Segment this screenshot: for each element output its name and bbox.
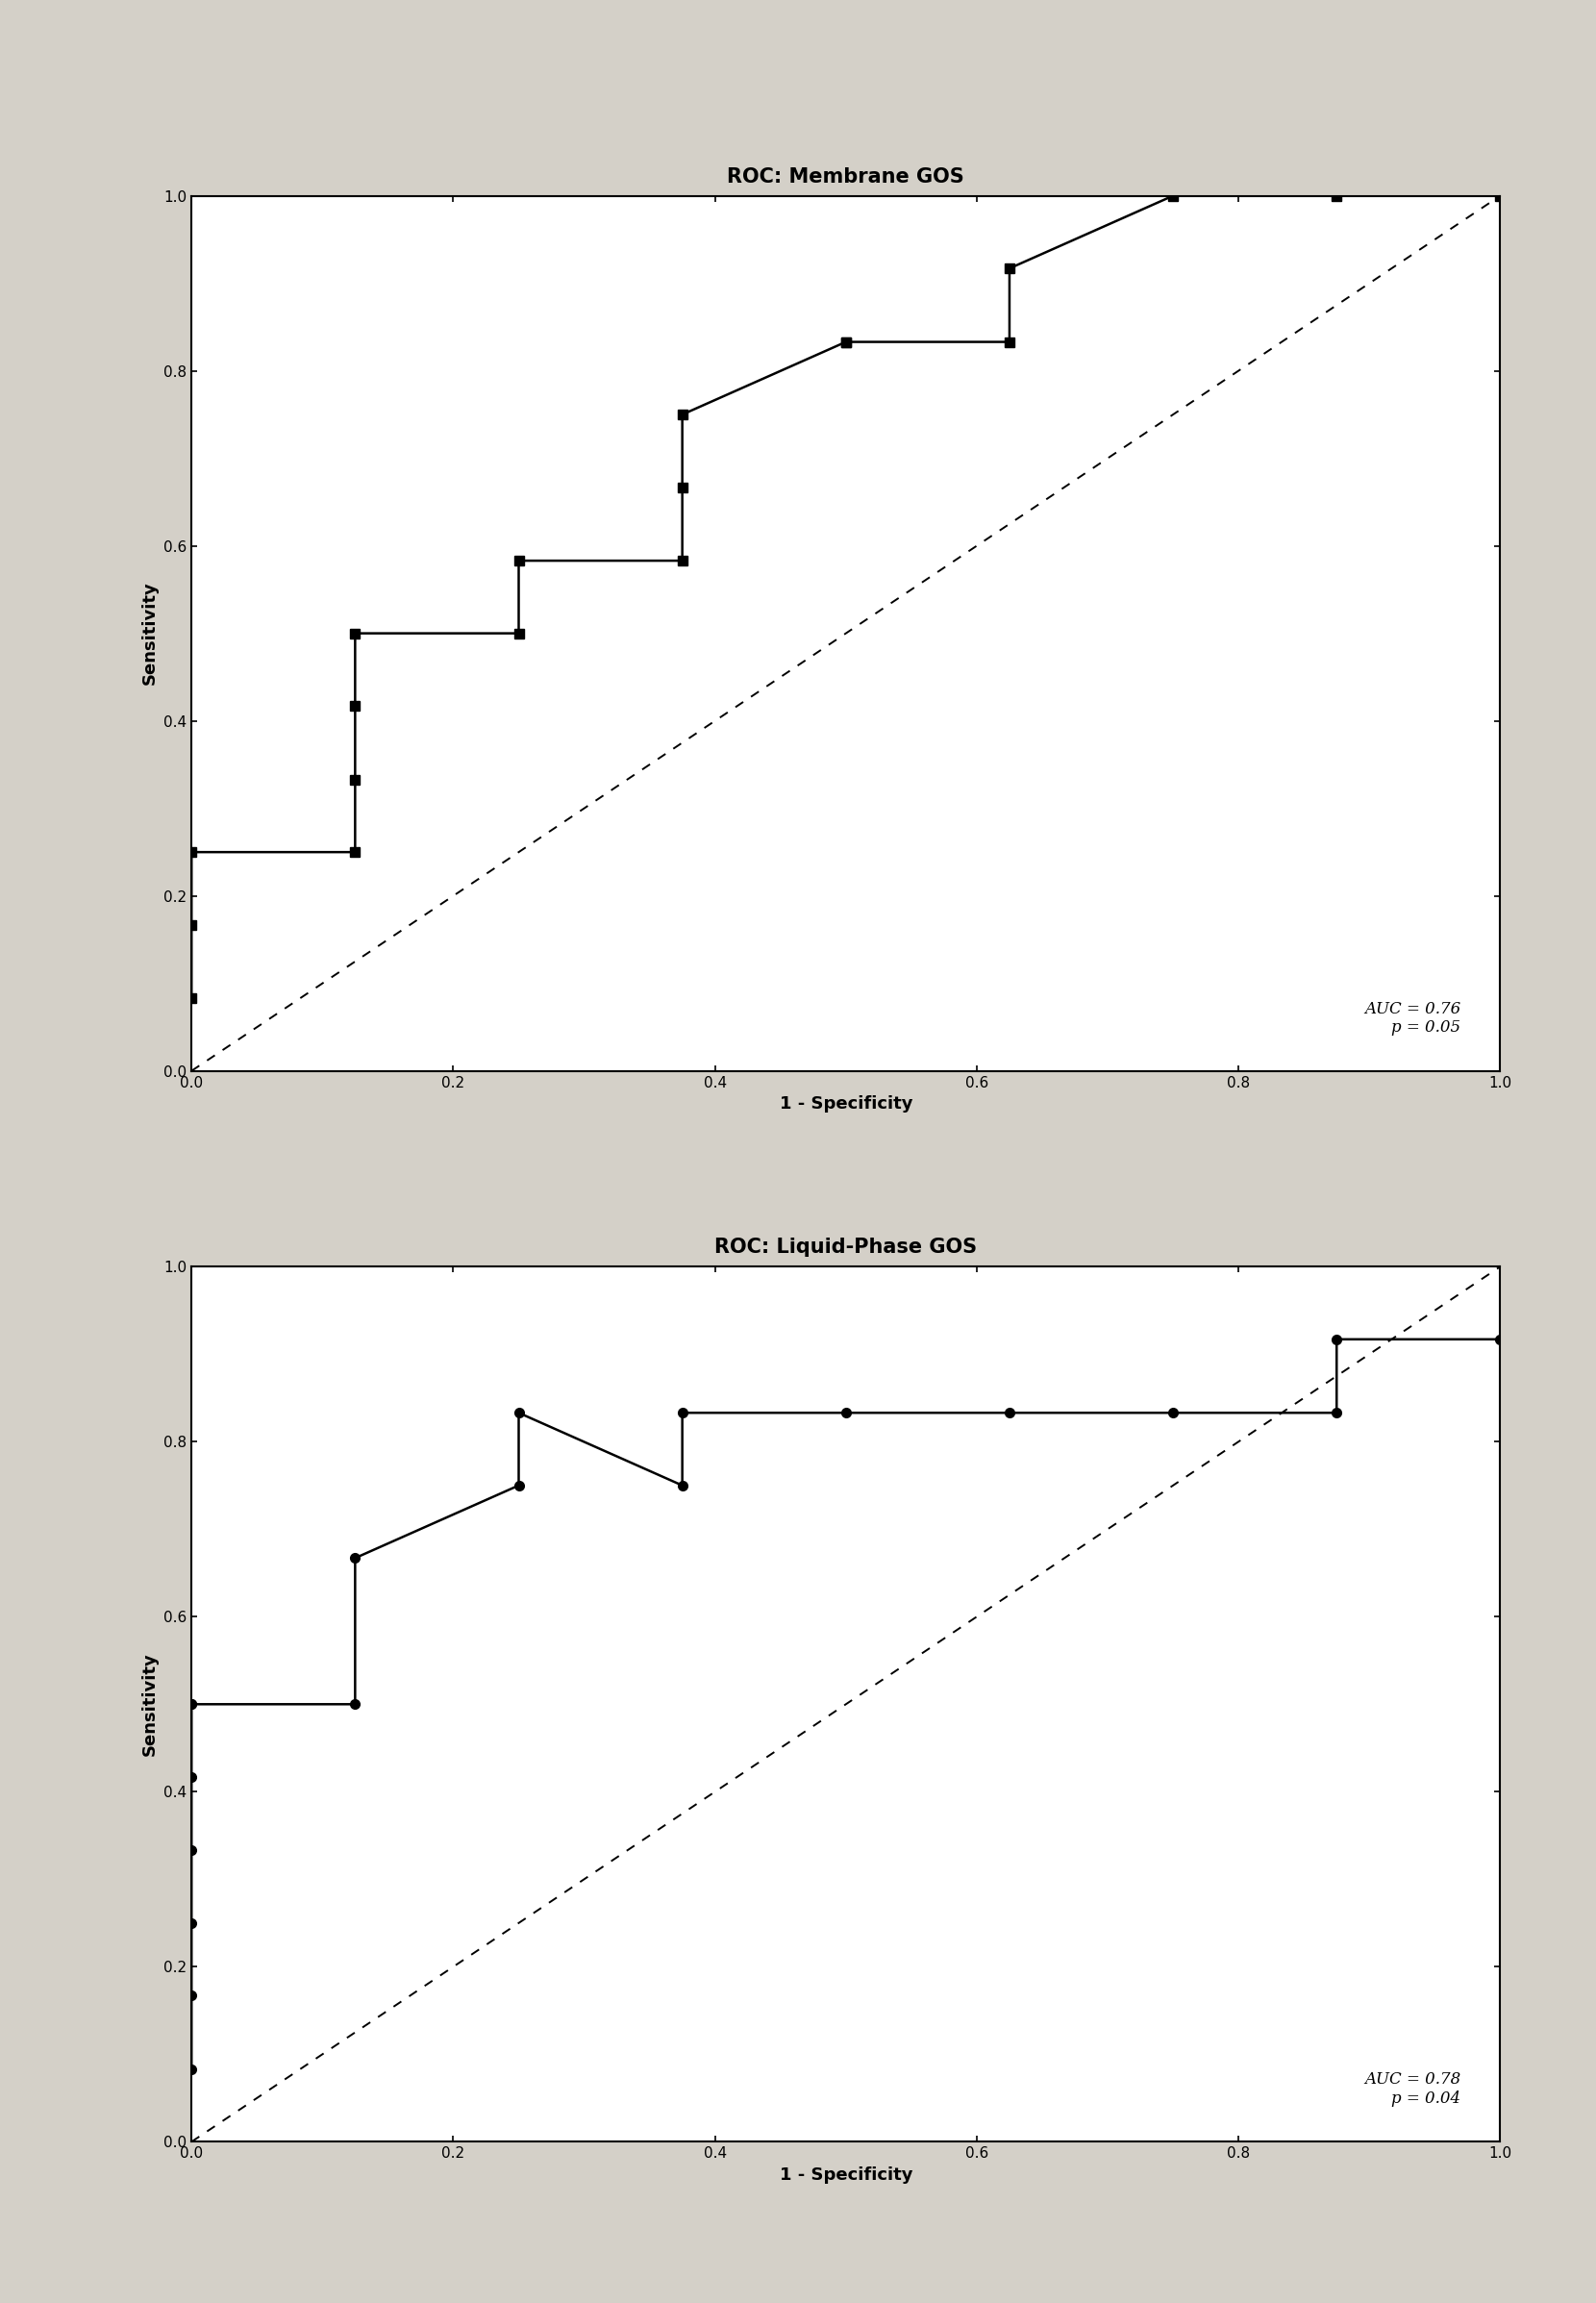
Y-axis label: Sensitivity: Sensitivity: [140, 1654, 158, 1755]
Text: AUC = 0.78
p = 0.04: AUC = 0.78 p = 0.04: [1365, 2073, 1460, 2107]
Text: AUC = 0.76
p = 0.05: AUC = 0.76 p = 0.05: [1365, 1002, 1460, 1036]
Title: ROC: Liquid-Phase GOS: ROC: Liquid-Phase GOS: [715, 1239, 977, 1257]
X-axis label: 1 - Specificity: 1 - Specificity: [779, 1096, 913, 1112]
X-axis label: 1 - Specificity: 1 - Specificity: [779, 2167, 913, 2183]
Y-axis label: Sensitivity: Sensitivity: [140, 583, 158, 684]
Title: ROC: Membrane GOS: ROC: Membrane GOS: [728, 168, 964, 187]
